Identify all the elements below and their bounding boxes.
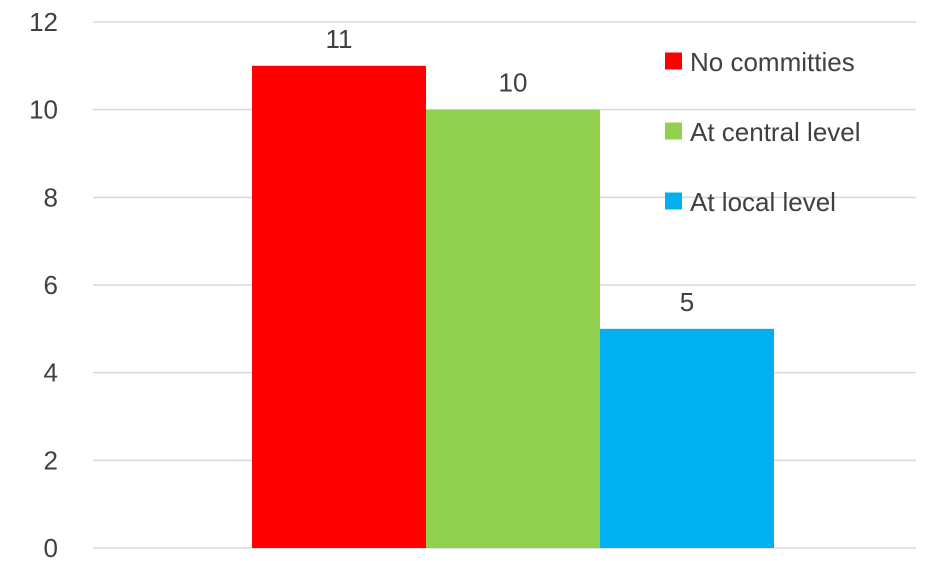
data-label-at-central-level: 10 bbox=[499, 68, 528, 98]
data-label-no-committies: 11 bbox=[326, 24, 353, 54]
y-tick-label-10: 10 bbox=[29, 95, 58, 125]
legend: No committies At central level At local le… bbox=[665, 47, 861, 217]
y-tick-label-2: 2 bbox=[44, 445, 58, 475]
data-label-at-local-level: 5 bbox=[680, 287, 694, 317]
bar-at-local-level bbox=[600, 328, 774, 548]
legend-swatch-no-committies bbox=[665, 52, 682, 70]
y-tick-label-6: 6 bbox=[44, 270, 58, 300]
legend-label-at-local-level: At local level bbox=[690, 187, 836, 217]
y-axis-tick-labels: 0 2 4 6 8 10 12 bbox=[29, 7, 58, 561]
y-tick-label-8: 8 bbox=[44, 182, 58, 212]
legend-swatch-at-central-level bbox=[665, 122, 682, 140]
legend-swatch-at-local-level bbox=[665, 192, 682, 210]
y-tick-label-0: 0 bbox=[44, 533, 58, 561]
data-labels: 11 10 5 bbox=[326, 24, 695, 317]
bar-no-committies bbox=[252, 65, 426, 548]
legend-label-no-committies: No committies bbox=[690, 47, 855, 77]
y-tick-label-12: 12 bbox=[29, 7, 58, 37]
y-tick-label-4: 4 bbox=[44, 358, 58, 388]
bars bbox=[252, 65, 774, 549]
legend-label-at-central-level: At central level bbox=[690, 117, 861, 147]
bar-at-central-level bbox=[426, 109, 600, 549]
